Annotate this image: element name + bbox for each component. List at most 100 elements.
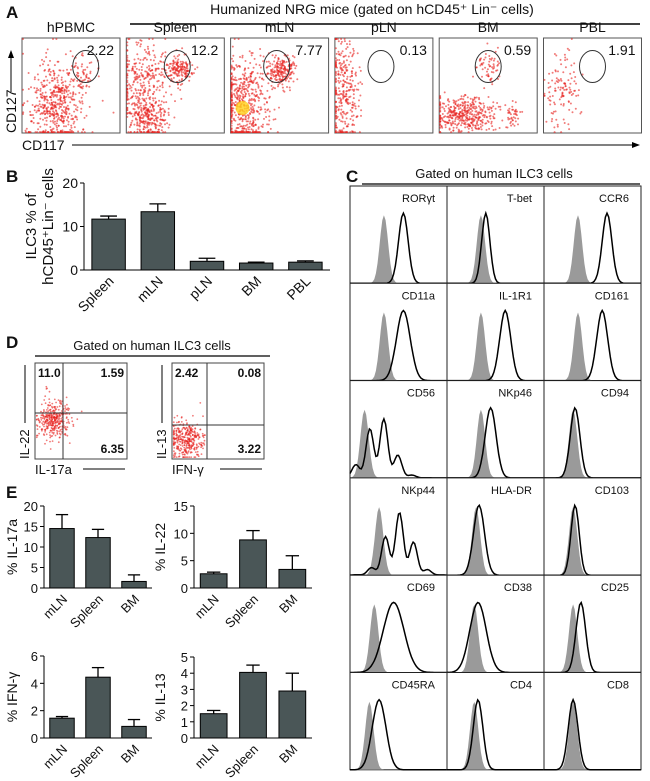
flow-dot [81, 131, 83, 134]
flow-dot [452, 129, 455, 132]
flow-dot [284, 72, 287, 75]
flow-dot [462, 98, 465, 101]
flow-dot [334, 108, 337, 110]
histogram-panel: CD45RA [349, 672, 448, 771]
flow-dot [127, 38, 130, 40]
flow-dot [68, 96, 70, 99]
flow-dot [359, 69, 362, 72]
flow-dot [559, 78, 562, 80]
flow-dot [241, 131, 244, 134]
flow-dot [567, 79, 570, 82]
category-label: Spleen [67, 592, 106, 631]
flow-dot [64, 101, 67, 104]
flow-dot [281, 72, 284, 75]
flow-dot [352, 114, 355, 117]
histogram-panel: CD8 [543, 672, 642, 771]
flow-dot [157, 104, 160, 107]
flow-dot [159, 110, 162, 113]
flow-dot [43, 425, 45, 428]
flow-dot [63, 106, 65, 108]
flow-dot [256, 110, 259, 113]
flow-dot [161, 67, 163, 70]
flow-dot [157, 111, 160, 114]
bar [239, 671, 267, 739]
flow-dot [246, 114, 249, 117]
flow-dot [80, 410, 83, 413]
flow-dot [185, 426, 188, 429]
flow-dot [486, 42, 489, 45]
flow-dot [53, 398, 56, 401]
flow-dot [143, 57, 146, 60]
flow-dot [139, 89, 142, 92]
flow-dot [249, 75, 252, 78]
flow-dot [445, 105, 447, 108]
flow-dot [45, 425, 48, 427]
flow-dot [133, 58, 136, 61]
flow-dot [563, 88, 566, 91]
flow-dot [488, 111, 491, 114]
flow-dot [341, 62, 344, 65]
histogram-frame [349, 185, 448, 284]
flow-dot [57, 427, 60, 430]
flow-dot [334, 87, 337, 90]
flow-dot [148, 53, 151, 56]
gate-percent: 1.91 [608, 42, 635, 58]
flow-dot [47, 64, 50, 67]
flow-dot [554, 70, 557, 73]
flow-dot [52, 93, 55, 96]
flow-dot [154, 101, 157, 104]
gate-ellipse [579, 50, 606, 83]
marker-label: CD56 [407, 388, 435, 400]
flow-dot [126, 56, 129, 59]
flow-dot [54, 434, 57, 437]
flow-dot [337, 50, 340, 53]
flow-dot [145, 97, 148, 100]
isotype-histogram [447, 507, 544, 576]
flow-dot [443, 91, 446, 94]
flow-dot [562, 104, 565, 107]
flow-dot [233, 67, 236, 70]
flow-dot [468, 112, 471, 115]
flow-dot [178, 427, 180, 430]
flow-dot [141, 84, 144, 87]
flow-dot [136, 73, 139, 76]
flow-dot [22, 113, 24, 115]
flow-dot [172, 456, 175, 458]
flow-dot [49, 408, 52, 411]
flow-dot [59, 98, 61, 101]
flow-dot [35, 111, 38, 114]
flow-dot [74, 115, 77, 118]
flow-dot [454, 118, 457, 121]
flow-dot [149, 70, 152, 72]
flow-dot [452, 101, 455, 104]
flow-dot [458, 119, 461, 122]
flow-dot [493, 57, 496, 60]
flow-dot [65, 107, 68, 110]
flow-dot [191, 428, 194, 431]
flow-dot [294, 67, 297, 70]
flow-dot [492, 59, 495, 62]
flow-dot [200, 453, 203, 455]
flow-dot [479, 106, 482, 109]
flow-dot [61, 430, 63, 433]
flow-dot [101, 99, 104, 102]
flow-dot [248, 94, 251, 97]
flow-dot [471, 113, 474, 116]
flow-dot [348, 88, 350, 91]
flow-dot [36, 131, 39, 134]
y-tick-label: 20 [62, 175, 78, 191]
flow-dot [357, 105, 360, 108]
flow-dot [52, 38, 54, 40]
flow-dot [348, 63, 351, 66]
flow-dot [58, 421, 61, 424]
flow-dot [53, 429, 56, 432]
flow-dot [491, 83, 494, 86]
flow-dot [286, 86, 288, 88]
flow-dot [91, 131, 94, 134]
flow-dot [254, 88, 257, 91]
flow-plot: BM0.59 [438, 19, 538, 134]
flow-dot [439, 110, 442, 113]
flow-dot [50, 99, 53, 101]
flow-dot [43, 60, 46, 63]
flow-dot [272, 118, 275, 121]
